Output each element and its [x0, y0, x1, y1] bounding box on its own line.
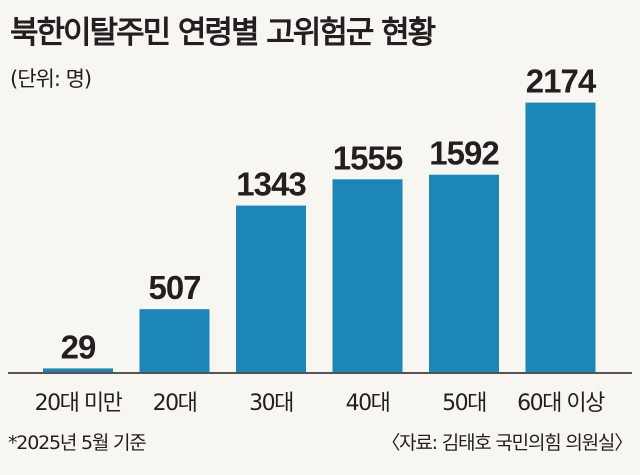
- bar-5: [429, 174, 499, 372]
- unit-label: (단위: 명): [10, 67, 91, 91]
- bar-6: [525, 102, 596, 373]
- category-label-3: 30대: [249, 391, 293, 416]
- category-label-4: 40대: [346, 391, 390, 416]
- category-label-1: 20대 미만: [35, 391, 123, 416]
- value-label-6: 2174: [526, 63, 597, 100]
- bar-1: [43, 368, 113, 372]
- category-label-6: 60대 이상: [517, 391, 605, 416]
- bar-4: [332, 179, 403, 372]
- plot-area: 29 20대 미만 507 20대 1343 30대 1555 40대 1592 50대 2174 6…: [35, 63, 607, 416]
- bar-3: [236, 205, 306, 372]
- value-label-5: 1592: [429, 135, 499, 172]
- value-label-2: 507: [148, 269, 200, 306]
- source-note: 〈자료: 김태호 국민의힘 의원실〉: [381, 432, 632, 454]
- value-label-1: 29: [61, 328, 96, 365]
- value-label-4: 1555: [333, 139, 403, 176]
- category-label-2: 20대: [153, 391, 197, 416]
- chart-title: 북한이탈주민 연령별 고위험군 현황: [10, 15, 436, 51]
- bar-2: [139, 309, 210, 372]
- category-label-5: 50대: [442, 391, 486, 416]
- value-label-3: 1343: [236, 166, 306, 203]
- footnote: *2025년 5월 기준: [8, 432, 146, 454]
